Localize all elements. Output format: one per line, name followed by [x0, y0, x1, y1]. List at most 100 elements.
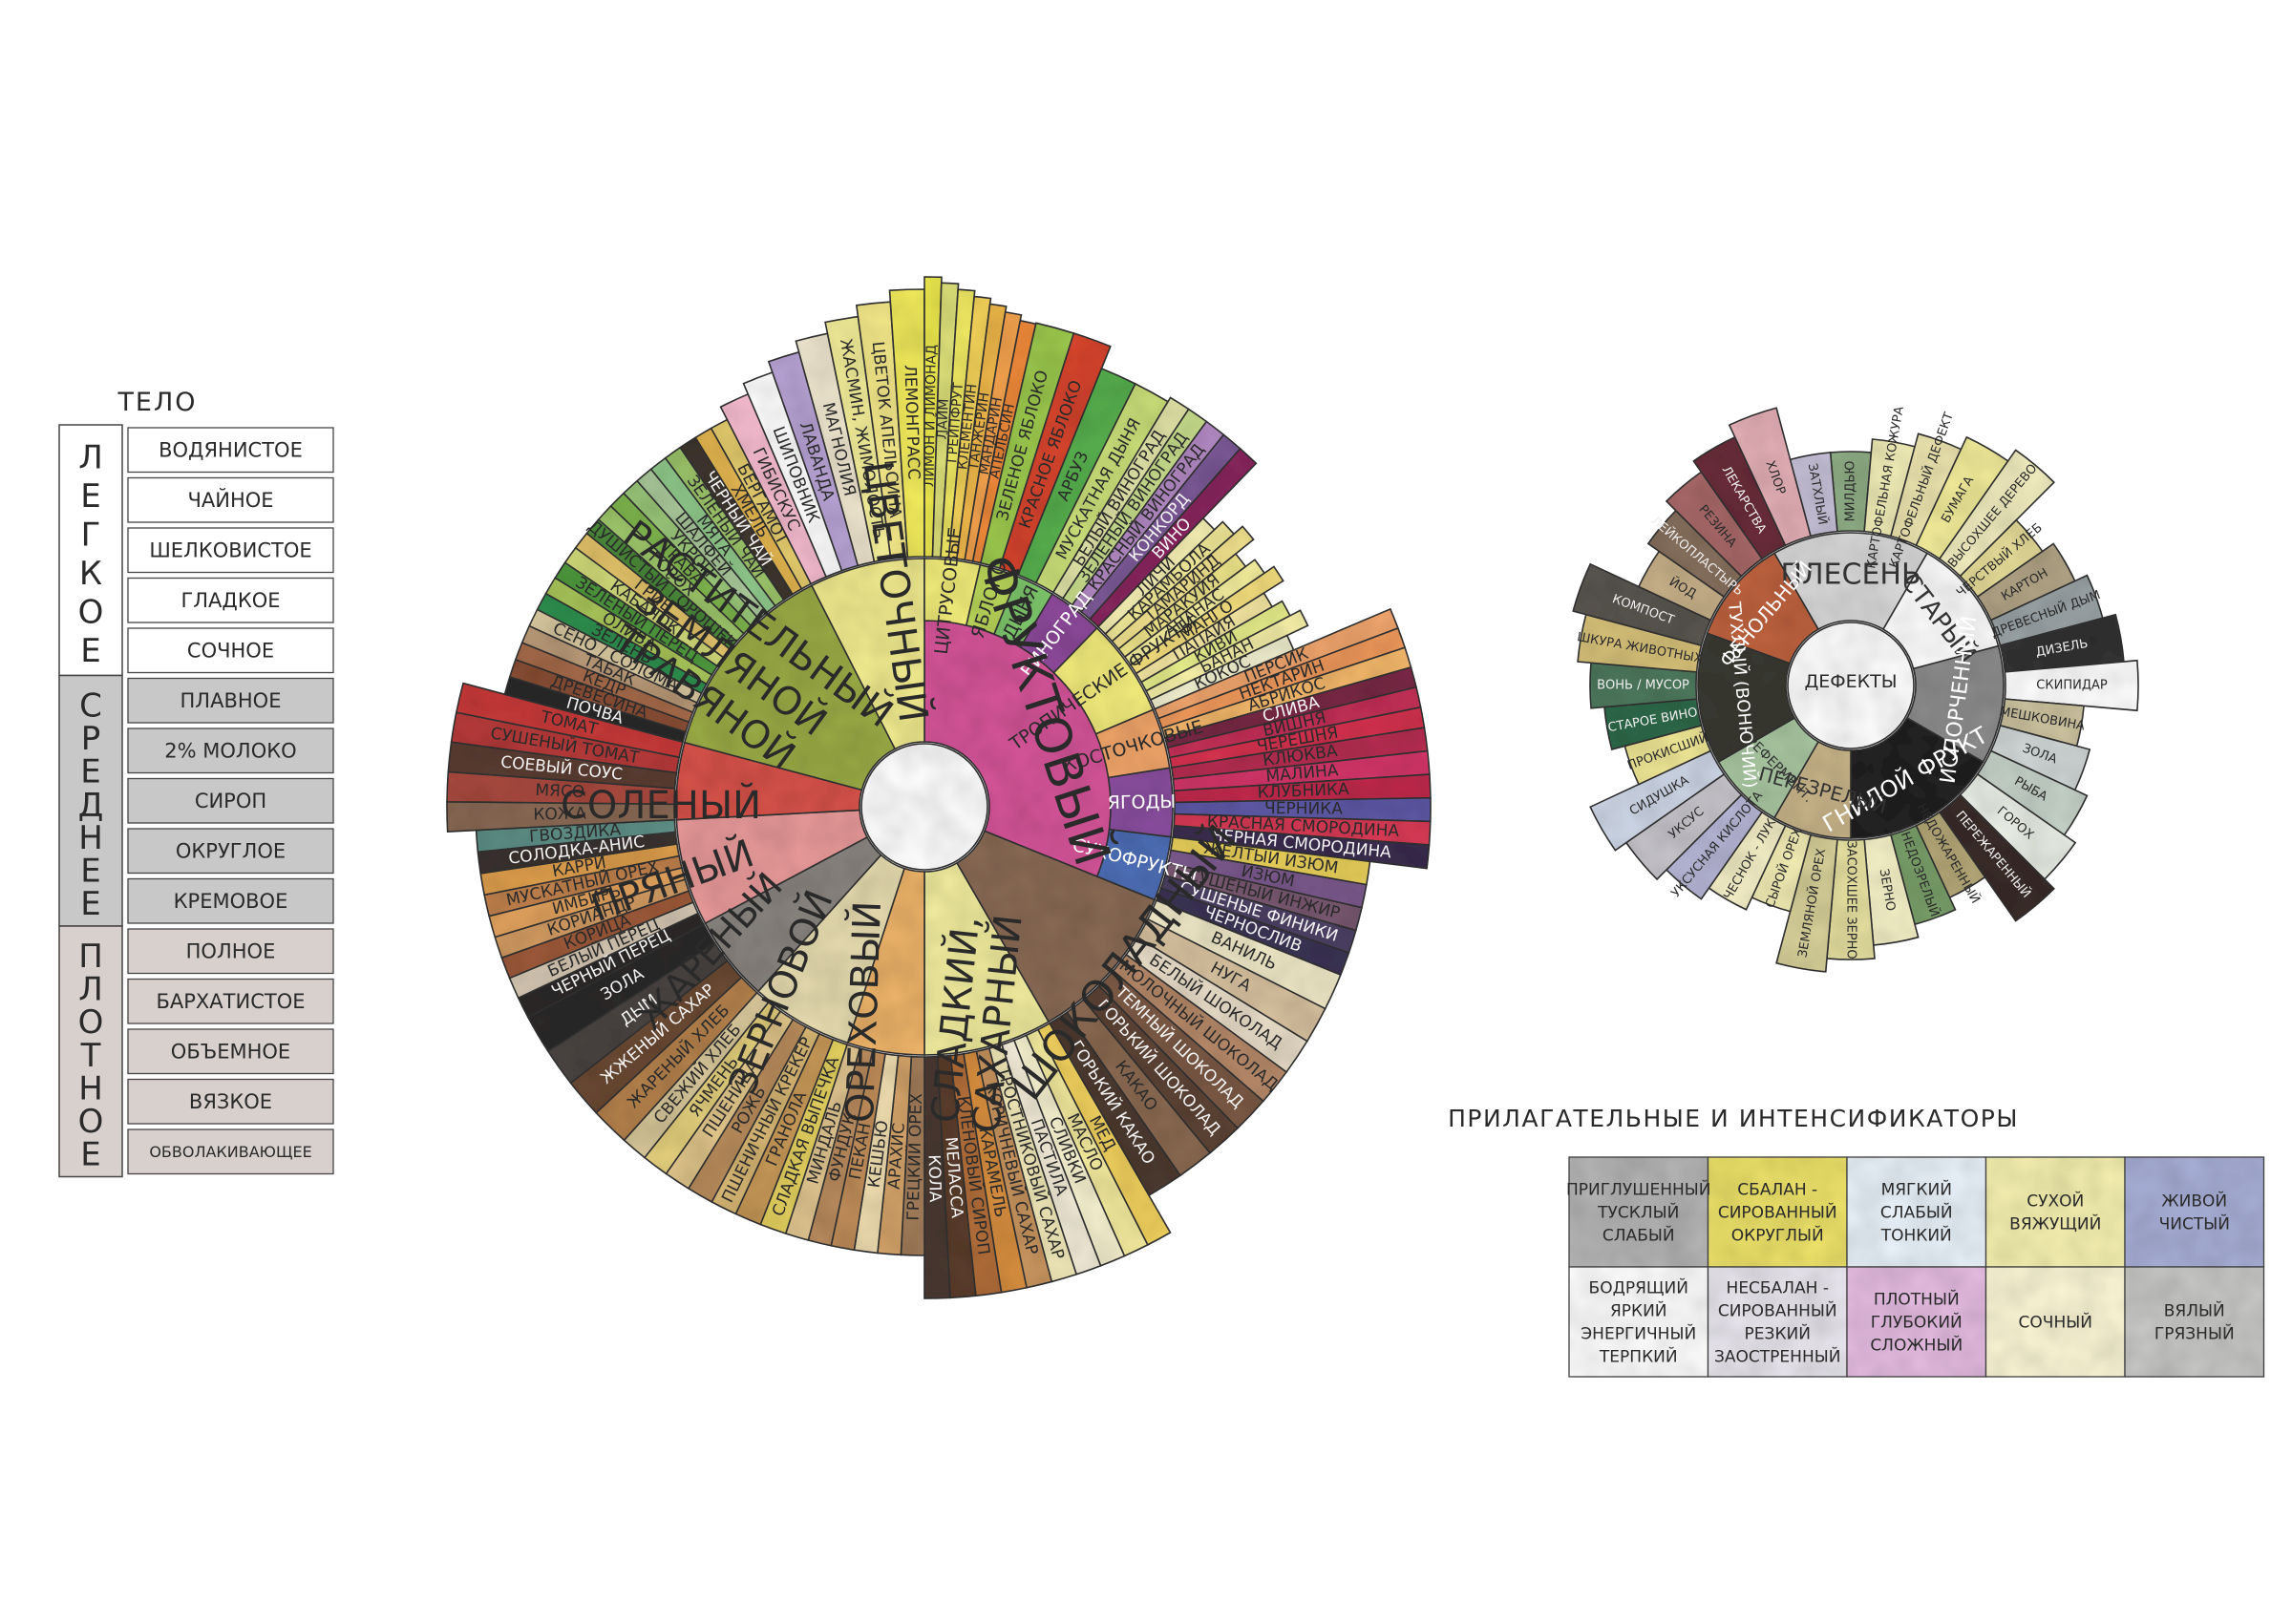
defect-group-label: ПЛЕСЕНЬ — [1780, 559, 1921, 592]
body-group-2 — [58, 925, 123, 1178]
body-item-label: ГЛАДКОЕ — [180, 589, 280, 612]
wheel-group-flower — [810, 558, 925, 750]
intensifier-cell — [2124, 1266, 2265, 1378]
body-group-letter: Л — [78, 439, 103, 477]
body-item-label: 2% МОЛОКО — [164, 739, 296, 762]
body-group-letter: О — [78, 1103, 104, 1141]
intensifier-cell — [1984, 1266, 2126, 1378]
wheel-item-veg — [710, 418, 813, 590]
intensifier-label: ГЛУБОКИЙ — [1871, 1312, 1963, 1333]
intensifier-label: МЯГКИЙ — [1881, 1179, 1952, 1200]
flavor-wheel — [446, 276, 1432, 1299]
body-item-label: СОЧНОЕ — [187, 639, 274, 662]
wheel-group-choc — [955, 830, 1157, 1023]
defect-group — [1697, 632, 1796, 764]
body-group-letter: О — [78, 1003, 104, 1042]
intensifier-label: СИРОВАННЫЙ — [1718, 1202, 1837, 1223]
body-item-label: ЧАЙНОЕ — [187, 488, 273, 512]
body-item — [127, 877, 334, 924]
intensifier-cell — [1846, 1156, 1987, 1268]
wheel-group-sweet — [923, 861, 1050, 1056]
body-item-label: БАРХАТИСТОЕ — [156, 990, 305, 1013]
body-item-label: ВЯЗКОЕ — [189, 1090, 272, 1113]
intensifier-label: ЯРКИЙ — [1610, 1300, 1667, 1321]
body-group-letter: Г — [81, 517, 101, 555]
body-item-label: КРЕМОВОЕ — [174, 890, 288, 913]
body-item-label: СИРОП — [195, 790, 266, 812]
intensifier-label: ТУСКЛЫЙ — [1597, 1202, 1679, 1223]
body-item-label: ШЕЛКОВИСТОЕ — [149, 538, 311, 561]
wheel-group-veg — [683, 584, 897, 791]
defect-group — [1772, 532, 1929, 631]
wheel-item-label: ГРЕЦКИЙ ОРЕХ — [902, 1092, 926, 1220]
wheel-group-label: ОРЕХОВЫЙ — [837, 900, 890, 1124]
defect-group — [1850, 716, 1984, 839]
defect-item-label: ЗАСОХШЕЕ ЗЕРНО — [1844, 840, 1858, 959]
wheel-item-label: МЯСО — [535, 781, 585, 802]
body-item — [127, 928, 334, 975]
defect-item-label: ВОНЬ / МУСОР — [1597, 679, 1689, 693]
body-item — [127, 978, 334, 1024]
body-item — [127, 828, 334, 875]
body-group-letter: Л — [78, 970, 103, 1008]
intensifier-cell — [1707, 1266, 1848, 1378]
wheel-group-label: СОЛЕНЫЙ — [561, 782, 761, 828]
intensifier-cell — [1568, 1156, 1709, 1268]
wheel-item-label: ЛЕМОНГРАСС — [900, 365, 923, 480]
intensifier-label: СУХОЙ — [2027, 1191, 2084, 1212]
body-item-label: ВОДЯНИСТОЕ — [159, 438, 303, 461]
defect-center — [1787, 622, 1915, 749]
intensifiers-title: ПРИЛАГАТЕЛЬНЫЕ И ИНТЕНСИФИКАТОРЫ — [1448, 1105, 2019, 1132]
body-item — [127, 476, 334, 523]
body-group-letter: Р — [81, 720, 101, 758]
body-legend: ТЕЛО ЛЕГКОЕВОДЯНИСТОЕЧАЙНОЕШЕЛКОВИСТОЕГЛ… — [58, 388, 334, 1178]
body-group-letter: Е — [80, 753, 100, 791]
body-item — [127, 427, 334, 474]
wheel-subgroup-dried — [1095, 828, 1172, 901]
wheel-item-label: КЛУБНИКА — [1257, 780, 1349, 803]
body-group-0 — [58, 424, 123, 677]
body-group-letter: Е — [80, 853, 100, 891]
body-item — [127, 1078, 334, 1125]
intensifier-label: СОЧНЫЙ — [2019, 1312, 2092, 1333]
body-item-label: ОБЪЕМНОЕ — [171, 1040, 290, 1063]
intensifier-label: НЕСБАЛАН - — [1727, 1279, 1829, 1298]
defect-item-label: СКИПИДАР — [2036, 679, 2108, 693]
body-item-label: ОБВОЛАКИВАЮЩЕЕ — [149, 1143, 311, 1161]
wheel-item-label: ЛАЙМ — [933, 398, 952, 439]
intensifier-label: РЕЗКИЙ — [1745, 1323, 1811, 1344]
body-title: ТЕЛО — [117, 388, 197, 417]
body-group-letter: Т — [80, 1037, 101, 1075]
wheel-item-label: ЧЕРНИКА — [1264, 799, 1343, 818]
body-item — [127, 777, 334, 824]
intensifiers-legend: ПРИЛАГАТЕЛЬНЫЕ И ИНТЕНСИФИКАТОРЫ ПРИГЛУШ… — [1448, 1105, 2265, 1378]
wheel-subgroup-label: ЯГОДЫ — [1108, 791, 1177, 813]
body-item — [127, 527, 334, 574]
flavor-wheel-labels: ЦИТРУСОВЫЕ ЯБЛОКОДЫНЯВИНОГРАДТРОПИЧЕСКИЕ … — [489, 337, 1400, 1261]
intensifier-label: ЗАОСТРЕННЫЙ — [1714, 1346, 1840, 1367]
body-item — [127, 677, 334, 724]
intensifier-label: ЭНЕРГИЧНЫЙ — [1581, 1323, 1696, 1344]
body-group-letter: Н — [78, 819, 103, 857]
intensifier-label: СИРОВАННЫЙ — [1718, 1300, 1837, 1321]
body-item-label: ПЛАВНОЕ — [180, 689, 282, 712]
body-item — [127, 728, 334, 774]
defect-group — [1706, 552, 1820, 664]
defect-center-label: ДЕФЕКТЫ — [1804, 671, 1897, 692]
intensifier-label: ТЕРПКИЙ — [1599, 1346, 1678, 1367]
body-group-letter: К — [79, 555, 102, 593]
intensifier-cell — [1568, 1266, 1709, 1378]
body-item — [127, 627, 334, 674]
intensifier-label: СБАЛАН - — [1737, 1181, 1817, 1200]
intensifier-label: ПРИГЛУШЕННЫЙ — [1566, 1179, 1710, 1200]
intensifier-label: ТОНКИЙ — [1880, 1225, 1952, 1246]
body-item-label: ПОЛНОЕ — [186, 939, 276, 962]
body-group-letter: Е — [80, 1136, 100, 1174]
body-group-letter: П — [78, 938, 103, 976]
intensifier-cell — [1846, 1266, 1987, 1378]
intensifier-label: БОДРЯЩИЙ — [1589, 1277, 1688, 1298]
intensifier-label: ВЯЖУЩИЙ — [2009, 1213, 2101, 1234]
body-group-letter: С — [79, 686, 102, 725]
body-item — [127, 1028, 334, 1075]
intensifier-label: СЛАБЫЙ — [1880, 1202, 1953, 1223]
